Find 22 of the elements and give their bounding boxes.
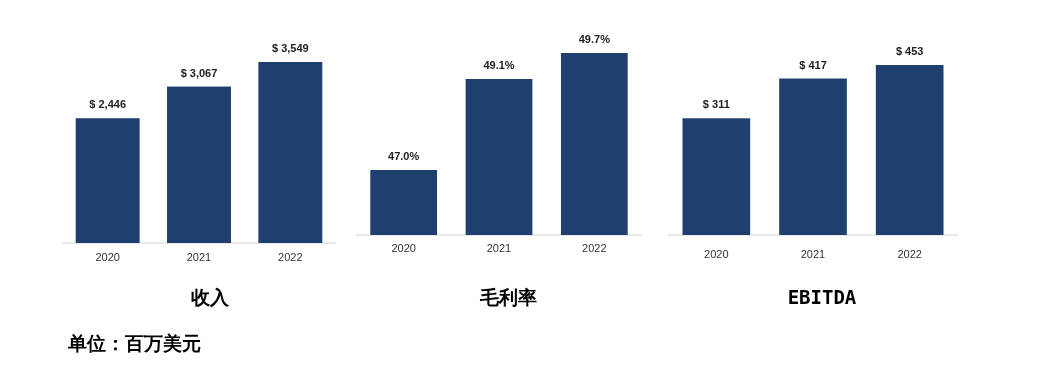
x-tick-label: 2022 [897,248,922,260]
data-label: 49.1% [483,59,515,71]
text: 收入 [191,286,230,308]
x-tick-label: 2022 [582,242,607,254]
x-tick-label: 2021 [800,248,826,260]
text: 毛利率 [478,286,537,308]
text: EBITDA [787,286,857,308]
x-tick-label: 2020 [704,248,729,260]
data-label: $ 3,549 [271,42,309,54]
x-tick-label: 2022 [278,251,303,263]
data-label: $ 311 [702,98,730,111]
x-tick-label: 2021 [186,251,212,263]
data-label: 47.0% [388,150,420,162]
data-label: $ 417 [799,58,827,71]
data-label: $ 453 [895,45,924,57]
data-label: 49.7% [578,33,611,45]
text: 单位：百万美元 [67,332,201,354]
data-label: $ 3,067 [180,66,218,79]
x-tick-label: 2020 [95,251,120,263]
x-tick-label: 2021 [486,242,512,254]
x-tick-label: 2020 [391,242,416,254]
data-label: $ 2,446 [89,98,127,111]
